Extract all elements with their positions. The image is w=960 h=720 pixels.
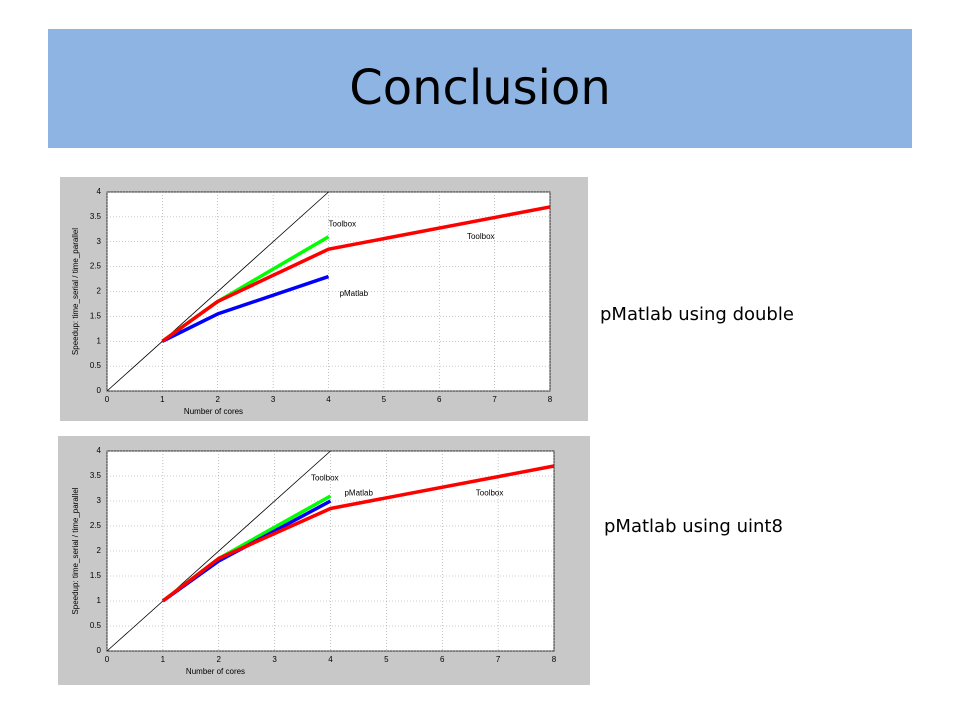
y-tick-label: 3.5: [90, 471, 102, 480]
series-line: [161, 274, 330, 343]
y-tick-label: 3: [97, 237, 102, 246]
annotation: Toolbox: [311, 474, 339, 483]
y-tick-label: 3.5: [90, 212, 102, 221]
annotation: pMatlab: [344, 489, 373, 498]
y-tick-label: 2.5: [90, 521, 102, 530]
chart: 0 1 2 3 4 5 6 7 8 0 0.5 1 1.5 2 2.5 3 3.5 4 Number of core…: [60, 177, 588, 421]
x-tick-label: 7: [496, 655, 501, 664]
x-tick-label: 6: [440, 655, 445, 664]
y-tick-label: 2: [97, 287, 102, 296]
series-line: [161, 464, 555, 603]
x-tick-label: 2: [217, 655, 222, 664]
slide-title: Conclusion: [349, 60, 611, 116]
y-tick-label: 1: [97, 336, 102, 345]
y-tick-label: 0.5: [90, 621, 102, 630]
x-tick-label: 4: [326, 395, 331, 404]
x-tick-label: 7: [492, 395, 497, 404]
caption: pMatlab using double: [600, 304, 794, 325]
annotation: pMatlab: [340, 289, 369, 298]
x-tick-label: 5: [382, 395, 387, 404]
x-tick-label: 8: [552, 655, 557, 664]
x-tick-label: 4: [328, 655, 333, 664]
y-axis-label: Speedup: time_serial / time_parallel: [71, 487, 80, 614]
annotation: Toolbox: [467, 232, 495, 241]
x-axis-label: Number of cores: [186, 667, 245, 676]
y-tick-label: 0.5: [90, 361, 102, 370]
x-tick-label: 2: [216, 395, 221, 404]
series-line: [106, 450, 331, 652]
annotation: Toolbox: [476, 489, 504, 498]
x-tick-label: 6: [437, 395, 442, 404]
y-tick-label: 3: [97, 496, 102, 505]
chart: 0 1 2 3 4 5 6 7 8 0 0.5 1 1.5 2 2.5 3 3.5 4 Number of core…: [58, 436, 590, 685]
title-band: [48, 29, 912, 148]
x-tick-label: 1: [160, 395, 165, 404]
x-tick-label: 5: [384, 655, 389, 664]
x-tick-label: 3: [272, 655, 277, 664]
y-tick-label: 4: [97, 446, 102, 455]
series-line: [161, 205, 551, 343]
x-tick-label: 8: [548, 395, 553, 404]
x-tick-label: 0: [105, 655, 110, 664]
x-tick-label: 3: [271, 395, 276, 404]
series-line: [106, 191, 329, 392]
y-tick-label: 2: [97, 546, 102, 555]
y-tick-label: 1.5: [90, 571, 102, 580]
y-tick-label: 0: [97, 646, 102, 655]
y-tick-label: 0: [97, 386, 102, 395]
annotation: Toolbox: [329, 219, 357, 228]
y-tick-label: 2.5: [90, 262, 102, 271]
y-tick-label: 4: [97, 187, 102, 196]
y-axis-label: Speedup: time_serial / time_parallel: [71, 228, 80, 355]
x-tick-label: 0: [105, 395, 110, 404]
caption: pMatlab using uint8: [604, 516, 783, 537]
y-tick-label: 1.5: [90, 311, 102, 320]
y-tick-label: 1: [97, 596, 102, 605]
x-tick-label: 1: [161, 655, 166, 664]
x-axis-label: Number of cores: [184, 407, 243, 416]
